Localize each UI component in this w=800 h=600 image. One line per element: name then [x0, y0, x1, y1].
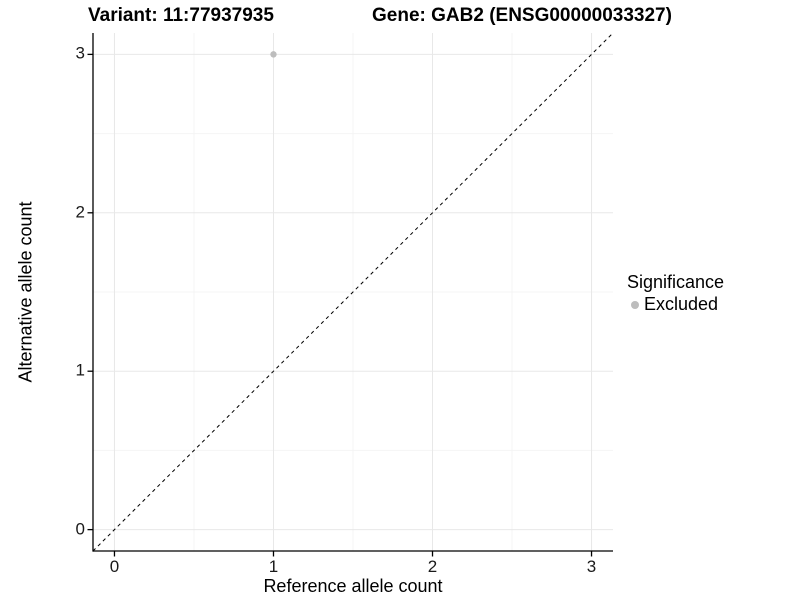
- x-tick-label: 0: [109, 557, 120, 576]
- y-tick-label: 0: [75, 519, 85, 539]
- y-axis-title: Alternative allele count: [15, 201, 36, 383]
- x-tick-label: 3: [586, 557, 597, 576]
- legend-point-icon: [631, 301, 639, 309]
- y-tick-label: 3: [75, 43, 85, 63]
- legend-title: Significance: [627, 272, 725, 292]
- gene-title: Gene: GAB2 (ENSG00000033327): [372, 5, 672, 26]
- legend-item-excluded: Excluded: [627, 294, 724, 315]
- identity-reference-line: [92, 32, 614, 552]
- variant-title: Variant: 11:77937935: [88, 5, 274, 26]
- y-tick-label: 2: [75, 202, 85, 222]
- x-tick-label: 2: [427, 557, 438, 576]
- data-points: [270, 51, 277, 58]
- legend-item-label: Excluded: [644, 294, 719, 314]
- axis-lines: [92, 33, 613, 552]
- y-tick-label: 1: [75, 360, 85, 380]
- minor-gridlines: [93, 33, 613, 551]
- x-tick-label: 1: [268, 557, 279, 576]
- axis-tick-marks: [87, 53, 593, 557]
- identity-line: [92, 32, 614, 552]
- x-axis-title: Reference allele count: [263, 576, 443, 596]
- legend: Significance Excluded: [627, 272, 724, 315]
- data-point: [270, 51, 277, 58]
- major-gridlines: [93, 33, 613, 551]
